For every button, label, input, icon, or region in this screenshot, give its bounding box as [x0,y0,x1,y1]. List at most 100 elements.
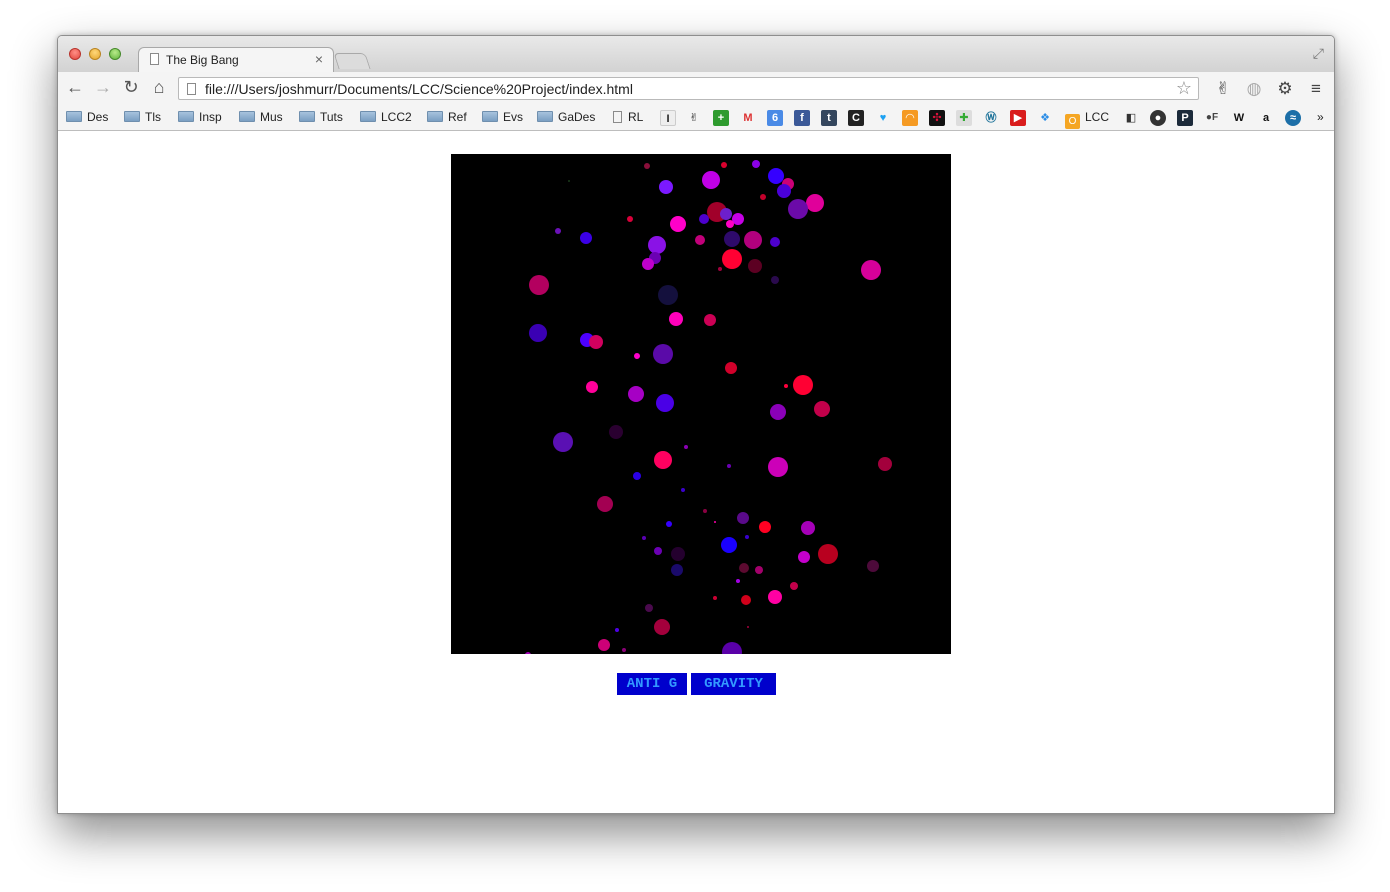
p-icon[interactable]: P [1177,110,1193,126]
particle [654,451,672,469]
particle [644,163,650,169]
minimize-window-button[interactable] [89,48,101,60]
rss-icon[interactable]: ◠ [902,110,918,126]
plus-icon[interactable]: + [713,110,729,126]
github-icon[interactable]: ● [1150,110,1166,126]
instapaper-icon[interactable]: I [660,110,676,126]
particle [525,652,531,654]
particle [580,232,592,244]
particle [653,344,673,364]
menu-icon[interactable]: ≡ [1311,79,1321,98]
of-icon[interactable]: ●F [1205,112,1219,123]
particle [755,566,763,574]
gift-icon[interactable]: ◧ [1125,112,1137,124]
bookmark-rl[interactable]: RL [613,110,643,126]
particle [741,595,751,605]
particle [732,213,744,225]
bookmark-star-icon[interactable]: ☆ [1175,78,1192,98]
particle [720,208,732,220]
tumblr-icon[interactable]: t [821,110,837,126]
folder-icon [124,111,140,122]
particle [736,579,740,583]
bookmark-folder[interactable]: GaDes [537,110,595,126]
close-window-button[interactable] [69,48,81,60]
bookmark-lcc[interactable]: O LCC [1065,110,1109,129]
particle [748,259,762,273]
bookmark-folder[interactable]: Des [66,110,108,126]
gravity-button[interactable]: GRAVITY [691,673,776,695]
particle-canvas[interactable] [451,154,951,654]
address-bar[interactable]: file:///Users/joshmurr/Documents/LCC/Sci… [178,77,1199,100]
particle [760,194,766,200]
bookmark-folder[interactable]: Insp [178,110,222,126]
settings-icon[interactable]: ⚙ [1277,79,1293,98]
particle [727,464,731,468]
folder-icon [537,111,553,122]
wordpress-icon[interactable]: Ⓦ [985,112,997,124]
folder-icon [66,111,82,122]
bookmark-folder[interactable]: Tuts [299,110,343,126]
c-icon[interactable]: C [848,110,864,126]
particle [671,547,685,561]
particle [722,642,742,654]
bookmark-folder[interactable]: Mus [239,110,283,126]
bookmark-folder[interactable]: Ref [427,110,467,126]
maps-icon[interactable]: ✚ [956,110,972,126]
particle [659,180,673,194]
particle [714,521,716,523]
tab-close-icon[interactable]: × [314,51,323,67]
youtube-icon[interactable]: ▶ [1010,110,1026,126]
wikipedia-icon[interactable]: W [1233,112,1245,124]
extension-circle-icon[interactable]: ◍ [1246,79,1262,98]
particle [768,168,784,184]
particle [609,425,623,439]
particle [628,386,644,402]
particle [681,488,685,492]
extension-peace-icon[interactable]: ✌ [1215,79,1231,98]
particle [598,639,610,651]
particle [768,590,782,604]
peace-icon[interactable]: ✌ [689,112,699,124]
amazon-icon[interactable]: a [1262,112,1270,124]
particle [699,214,709,224]
bookmark-folder[interactable]: LCC2 [360,110,412,126]
particle [645,604,653,612]
forward-icon[interactable]: → [94,77,112,97]
browser-window: The Big Bang × ⤢ ← → ↻ ⌂ file:///Users/j… [57,35,1335,814]
dropbox-icon[interactable]: ❖ [1040,112,1050,124]
lastfm-icon[interactable]: ✣ [929,110,945,126]
particle [627,216,633,222]
calendar-icon[interactable]: 6 [767,110,783,126]
bookmark-folder[interactable]: Tls [124,110,161,126]
particle [702,171,720,189]
globe-icon[interactable]: ≈ [1285,110,1301,126]
particle [737,512,749,524]
particle [739,563,749,573]
anti-g-button[interactable]: ANTI G [617,673,687,695]
particle [768,457,788,477]
bookmarks-overflow-icon[interactable]: » [1317,110,1324,124]
particle [633,472,641,480]
reload-icon[interactable]: ↻ [123,77,139,97]
twitter-icon[interactable]: ♥ [879,112,887,124]
url-text[interactable]: file:///Users/joshmurr/Documents/LCC/Sci… [205,81,633,97]
lcc-icon: O [1065,114,1080,129]
particle [747,626,749,628]
gmail-icon[interactable]: M [743,112,753,124]
facebook-icon[interactable]: f [794,110,810,126]
particle [818,544,838,564]
particle [752,160,760,168]
particle [798,551,810,563]
home-icon[interactable]: ⌂ [153,77,165,97]
particle [718,267,722,271]
particle [878,457,892,471]
zoom-window-button[interactable] [109,48,121,60]
fullscreen-icon[interactable]: ⤢ [1312,45,1324,61]
new-tab-button[interactable] [333,53,371,69]
bookmark-folder[interactable]: Evs [482,110,523,126]
tab-the-big-bang[interactable]: The Big Bang × [138,47,334,72]
particle [615,628,619,632]
folder-icon [178,111,194,122]
particle [790,582,798,590]
back-icon[interactable]: ← [66,77,84,97]
